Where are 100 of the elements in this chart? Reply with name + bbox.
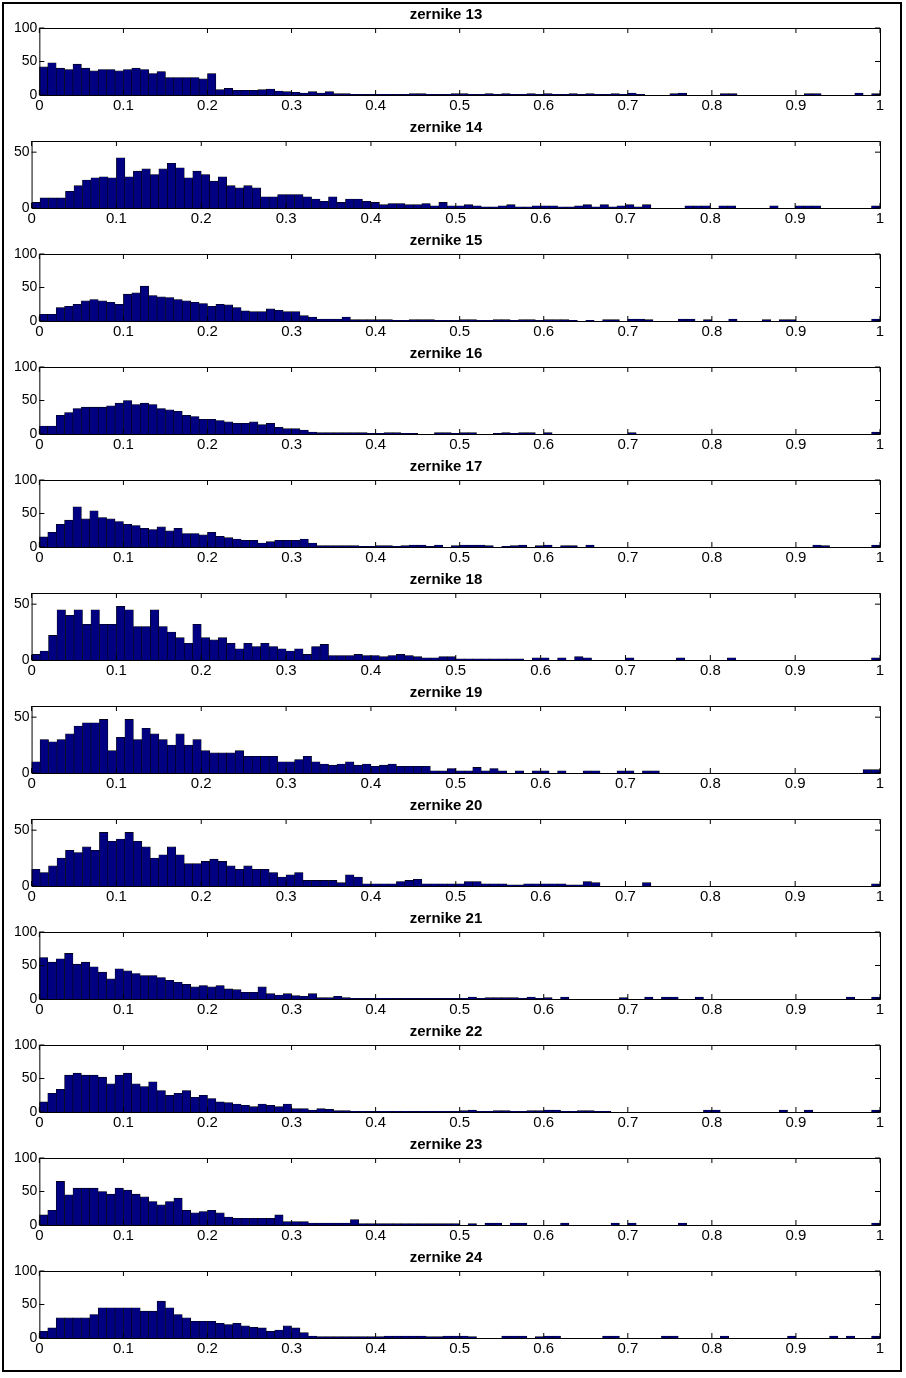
- x-tick-label: 0.1: [105, 661, 127, 679]
- y-tick-label: 50: [21, 391, 38, 408]
- x-tick-label: 0.4: [365, 1113, 387, 1131]
- x-tick-label: 0.4: [360, 887, 382, 905]
- chart-title: zernike 19: [409, 683, 483, 701]
- x-tick-label: 0.9: [785, 1113, 807, 1131]
- x-tick-label: 0.3: [275, 887, 297, 905]
- y-tick-label: 0: [21, 876, 30, 893]
- x-tick-label: 0.9: [784, 661, 806, 679]
- y-tick-label: 50: [13, 821, 30, 838]
- y-tick-label: 50: [21, 1182, 38, 1199]
- y-tick-label: 50: [21, 1295, 38, 1312]
- y-tick-label: 100: [14, 18, 38, 35]
- y-tick-label: 50: [13, 595, 30, 612]
- x-tick-label: 0.3: [275, 661, 297, 679]
- x-tick-label: 0.7: [615, 887, 636, 905]
- x-tick-label: 0.2: [190, 887, 212, 905]
- x-tick-label: 0.4: [365, 435, 387, 453]
- y-tick-label: 100: [14, 357, 38, 374]
- x-tick-label: 0.2: [197, 548, 218, 566]
- x-tick-label: 0.5: [449, 1000, 471, 1018]
- x-tick-label: 1: [875, 1226, 885, 1244]
- x-tick-label: 0.7: [615, 209, 636, 227]
- x-tick-label: 0.6: [533, 435, 555, 453]
- x-tick-label: 0.3: [281, 1000, 302, 1018]
- x-tick-label: 1: [875, 1000, 885, 1018]
- x-tick-label: 0.6: [530, 887, 552, 905]
- y-tick-label: 50: [21, 504, 38, 521]
- x-tick-label: 0.7: [617, 1113, 639, 1131]
- x-tick-label: 0.6: [533, 322, 555, 340]
- x-tick-label: 0.8: [699, 887, 721, 905]
- y-tick-label: 50: [13, 708, 30, 725]
- x-tick-label: 0.7: [617, 1339, 639, 1357]
- x-tick-label: 0.8: [701, 548, 723, 566]
- x-tick-label: 0.2: [197, 1113, 218, 1131]
- y-tick-label: 100: [14, 244, 38, 261]
- x-tick-label: 0.4: [365, 96, 387, 114]
- x-tick-label: 0.2: [197, 435, 218, 453]
- x-tick-label: 0.1: [112, 322, 134, 340]
- x-tick-label: 0.9: [785, 1339, 807, 1357]
- x-tick-label: 0.1: [112, 435, 134, 453]
- x-tick-label: 0.6: [530, 774, 552, 792]
- x-tick-label: 0.1: [112, 1226, 134, 1244]
- x-tick-label: 0.7: [615, 774, 636, 792]
- y-tick-label: 100: [14, 1261, 38, 1278]
- y-tick-label: 100: [14, 1148, 38, 1165]
- x-tick-label: 0.7: [615, 661, 636, 679]
- x-tick-label: 0.8: [701, 1113, 723, 1131]
- chart-title: zernike 14: [409, 118, 483, 136]
- x-tick-label: 0.7: [617, 1000, 639, 1018]
- x-tick-label: 0.1: [112, 1339, 134, 1357]
- x-tick-label: 0.1: [112, 1113, 134, 1131]
- x-tick-label: 1: [875, 1113, 885, 1131]
- x-tick-label: 0.2: [197, 1339, 218, 1357]
- x-tick-label: 0.3: [281, 1339, 302, 1357]
- x-tick-label: 0.1: [112, 1000, 134, 1018]
- y-tick-label: 50: [21, 52, 38, 69]
- x-tick-label: 1: [875, 435, 885, 453]
- chart-title: zernike 23: [409, 1135, 483, 1153]
- x-tick-label: 0.6: [533, 548, 555, 566]
- x-tick-label: 0.8: [701, 1226, 723, 1244]
- x-tick-label: 0.1: [105, 774, 127, 792]
- x-tick-label: 0.1: [105, 887, 127, 905]
- x-tick-label: 0.7: [617, 1226, 639, 1244]
- x-tick-label: 0.9: [785, 548, 807, 566]
- x-tick-label: 1: [875, 774, 885, 792]
- x-tick-label: 0.5: [449, 1226, 471, 1244]
- x-tick-label: 0.3: [281, 435, 302, 453]
- x-tick-label: 0.9: [785, 435, 807, 453]
- x-tick-label: 1: [875, 96, 885, 114]
- x-tick-label: 0.5: [449, 1339, 471, 1357]
- x-tick-label: 0.9: [785, 96, 807, 114]
- x-tick-label: 0.9: [784, 887, 806, 905]
- x-tick-label: 0.3: [281, 548, 302, 566]
- x-tick-label: 0.5: [449, 435, 471, 453]
- chart-title: zernike 13: [409, 5, 483, 23]
- x-tick-label: 0.6: [533, 1339, 555, 1357]
- x-tick-label: 0.4: [365, 322, 387, 340]
- chart-title: zernike 16: [409, 344, 483, 362]
- y-tick-label: 50: [21, 1069, 38, 1086]
- x-tick-label: 0.9: [785, 1226, 807, 1244]
- y-tick-label: 100: [14, 1035, 38, 1052]
- x-tick-label: 0.7: [617, 435, 639, 453]
- x-tick-label: 1: [875, 548, 885, 566]
- x-tick-label: 0.5: [445, 774, 467, 792]
- x-tick-label: 0.3: [281, 322, 302, 340]
- x-tick-label: 0.2: [197, 1000, 218, 1018]
- x-tick-label: 0.6: [533, 96, 555, 114]
- y-tick-label: 100: [14, 922, 38, 939]
- x-tick-label: 0.5: [445, 209, 467, 227]
- x-tick-label: 0.9: [784, 209, 806, 227]
- x-tick-label: 0.3: [275, 774, 297, 792]
- x-tick-label: 0.5: [449, 1113, 471, 1131]
- x-tick-label: 0.8: [699, 661, 721, 679]
- x-tick-label: 0.6: [533, 1226, 555, 1244]
- x-tick-label: 1: [875, 661, 885, 679]
- x-tick-label: 0.5: [445, 661, 467, 679]
- x-tick-label: 0.2: [190, 661, 212, 679]
- x-tick-label: 0.4: [365, 1226, 387, 1244]
- x-tick-label: 0.6: [530, 661, 552, 679]
